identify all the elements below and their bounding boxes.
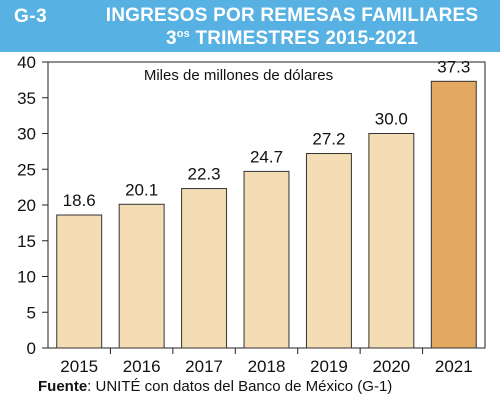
bar-2016: [118, 203, 165, 349]
data-label-2021: 37.3: [437, 57, 470, 76]
title-period: TRIMESTRES 2015-2021: [189, 28, 419, 49]
bar-2019: [305, 153, 352, 349]
x-tick-label-2021: 2021: [435, 357, 473, 376]
bar-2020: [368, 133, 415, 349]
data-label-2015: 18.6: [63, 191, 96, 210]
y-tick-label: 10: [17, 268, 36, 287]
chart-header: G-3 INGRESOS POR REMESAS FAMILIARES 3os …: [0, 0, 500, 52]
title-ordinal: 3: [165, 28, 177, 49]
bar-2017: [181, 188, 228, 349]
data-label-2019: 27.2: [312, 130, 345, 149]
x-tick-label-2018: 2018: [248, 357, 286, 376]
y-tick-label: 5: [27, 303, 36, 322]
chart-subtitle: Miles de millones de dólares: [144, 67, 333, 84]
y-tick-label: 25: [17, 160, 36, 179]
y-tick-label: 40: [17, 53, 36, 72]
chart-title-line1: INGRESOS POR REMESAS FAMILIARES: [105, 5, 479, 26]
y-tick-label: 20: [17, 196, 36, 215]
bar-2018: [243, 170, 290, 349]
y-tick-label: 15: [17, 232, 36, 251]
chart-title-line2: 3os TRIMESTRES 2015-2021: [92, 28, 492, 50]
x-tick-label-2016: 2016: [123, 357, 161, 376]
y-tick-label: 30: [17, 125, 36, 144]
source-label: Fuente: [38, 378, 88, 395]
y-tick-label: 35: [17, 89, 36, 108]
source-text: : UNITÉ con datos del Banco de México (G…: [87, 378, 393, 395]
data-label-2020: 30.0: [375, 110, 408, 129]
data-label-2016: 20.1: [125, 180, 158, 199]
x-tick-label-2017: 2017: [185, 357, 223, 376]
bar-2021: [430, 80, 477, 349]
source-note: Fuente: UNITÉ con datos del Banco de Méx…: [38, 378, 392, 395]
bar-chart: 0 5 10 15 20 25 30 35 40 Miles de millones de dól…: [17, 53, 486, 376]
x-tick-label-2020: 2020: [372, 357, 410, 376]
data-label-2018: 24.7: [250, 147, 283, 166]
y-tick-label: 0: [27, 339, 36, 358]
x-tick-label-2019: 2019: [310, 357, 348, 376]
title-ordinal-suffix: os: [176, 28, 190, 40]
x-tick-label-2015: 2015: [60, 357, 98, 376]
data-label-2017: 22.3: [188, 165, 221, 184]
bar-2015: [56, 214, 103, 349]
chart-id: G-3: [14, 6, 48, 27]
